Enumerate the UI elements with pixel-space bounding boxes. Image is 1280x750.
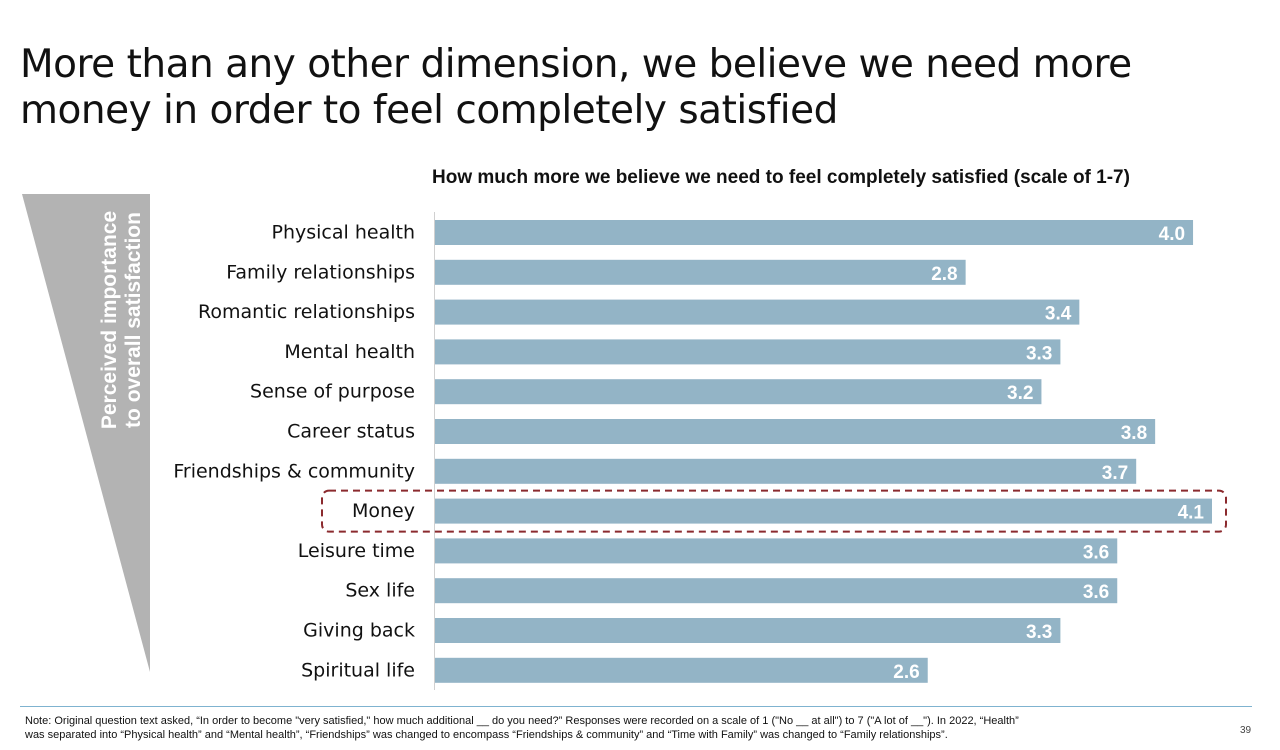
value-label-spiritual-life: 2.6 <box>893 662 919 683</box>
category-label-romantic-relationships: Romantic relationships <box>198 301 415 323</box>
bar-giving-back <box>435 618 1061 643</box>
category-label-friendships-and-community: Friendships & community <box>173 460 415 482</box>
value-label-money: 4.1 <box>1178 503 1205 524</box>
value-label-physical-health: 4.0 <box>1159 224 1185 245</box>
bar-leisure-time <box>435 538 1118 564</box>
footnote-line2: was separated into “Physical health” and… <box>25 729 948 741</box>
value-label-sex-life: 3.6 <box>1083 582 1109 603</box>
page-number: 39 <box>1240 725 1252 736</box>
bar-sense-of-purpose <box>435 379 1042 405</box>
value-label-giving-back: 3.3 <box>1026 622 1052 643</box>
category-label-career-status: Career status <box>287 421 415 443</box>
footer-divider <box>20 706 1252 707</box>
bar-sex-life <box>435 578 1118 604</box>
value-label-romantic-relationships: 3.4 <box>1045 304 1072 325</box>
bar-career-status <box>435 419 1156 444</box>
footnote: Note: Original question text asked, “In … <box>25 714 1225 742</box>
category-label-mental-health: Mental health <box>284 341 415 363</box>
bar-physical-health <box>435 220 1194 245</box>
category-label-spiritual-life: Spiritual life <box>301 659 415 681</box>
money-highlight-box <box>321 489 1227 533</box>
category-labels: Physical health Family relationships Roman… <box>173 222 415 682</box>
value-label-family-relationships: 2.8 <box>931 264 957 285</box>
slide-title: More than any other dimension, we believ… <box>20 42 1220 134</box>
footnote-line1: Note: Original question text asked, “In … <box>25 715 1019 727</box>
bar-friendships-and-community <box>435 458 1137 484</box>
category-label-leisure-time: Leisure time <box>298 540 415 562</box>
importance-wedge-shape <box>22 194 150 672</box>
category-label-family-relationships: Family relationships <box>226 261 415 283</box>
value-label-career-status: 3.8 <box>1121 423 1147 444</box>
bar-chart: Physical health Family relationships Roman… <box>173 212 1227 690</box>
bar-romantic-relationships <box>435 299 1080 325</box>
slide-title-line1: More than any other dimension, we believ… <box>20 42 1132 87</box>
category-label-physical-health: Physical health <box>272 222 415 244</box>
importance-wedge <box>22 194 150 672</box>
bar-group <box>435 220 1212 683</box>
category-label-sex-life: Sex life <box>345 580 415 602</box>
slide-title-line2: money in order to feel completely satisf… <box>20 88 838 133</box>
bar-family-relationships <box>435 259 966 285</box>
value-label-leisure-time: 3.6 <box>1083 542 1109 563</box>
chart-title: How much more we believe we need to feel… <box>432 167 1130 188</box>
value-label-friendships-and-community: 3.7 <box>1102 463 1128 484</box>
value-label-mental-health: 3.3 <box>1026 343 1052 364</box>
value-label-sense-of-purpose: 3.2 <box>1007 383 1033 404</box>
category-label-money: Money <box>352 500 415 522</box>
category-label-sense-of-purpose: Sense of purpose <box>250 381 415 403</box>
bar-money <box>435 498 1212 524</box>
bar-mental-health <box>435 339 1061 365</box>
category-label-giving-back: Giving back <box>303 620 415 642</box>
bar-spiritual-life <box>435 657 928 683</box>
value-labels: 4.0 2.8 3.4 3.3 3.2 3.8 3.7 4.1 3.6 3.6 3.3 2.6 <box>893 224 1204 683</box>
